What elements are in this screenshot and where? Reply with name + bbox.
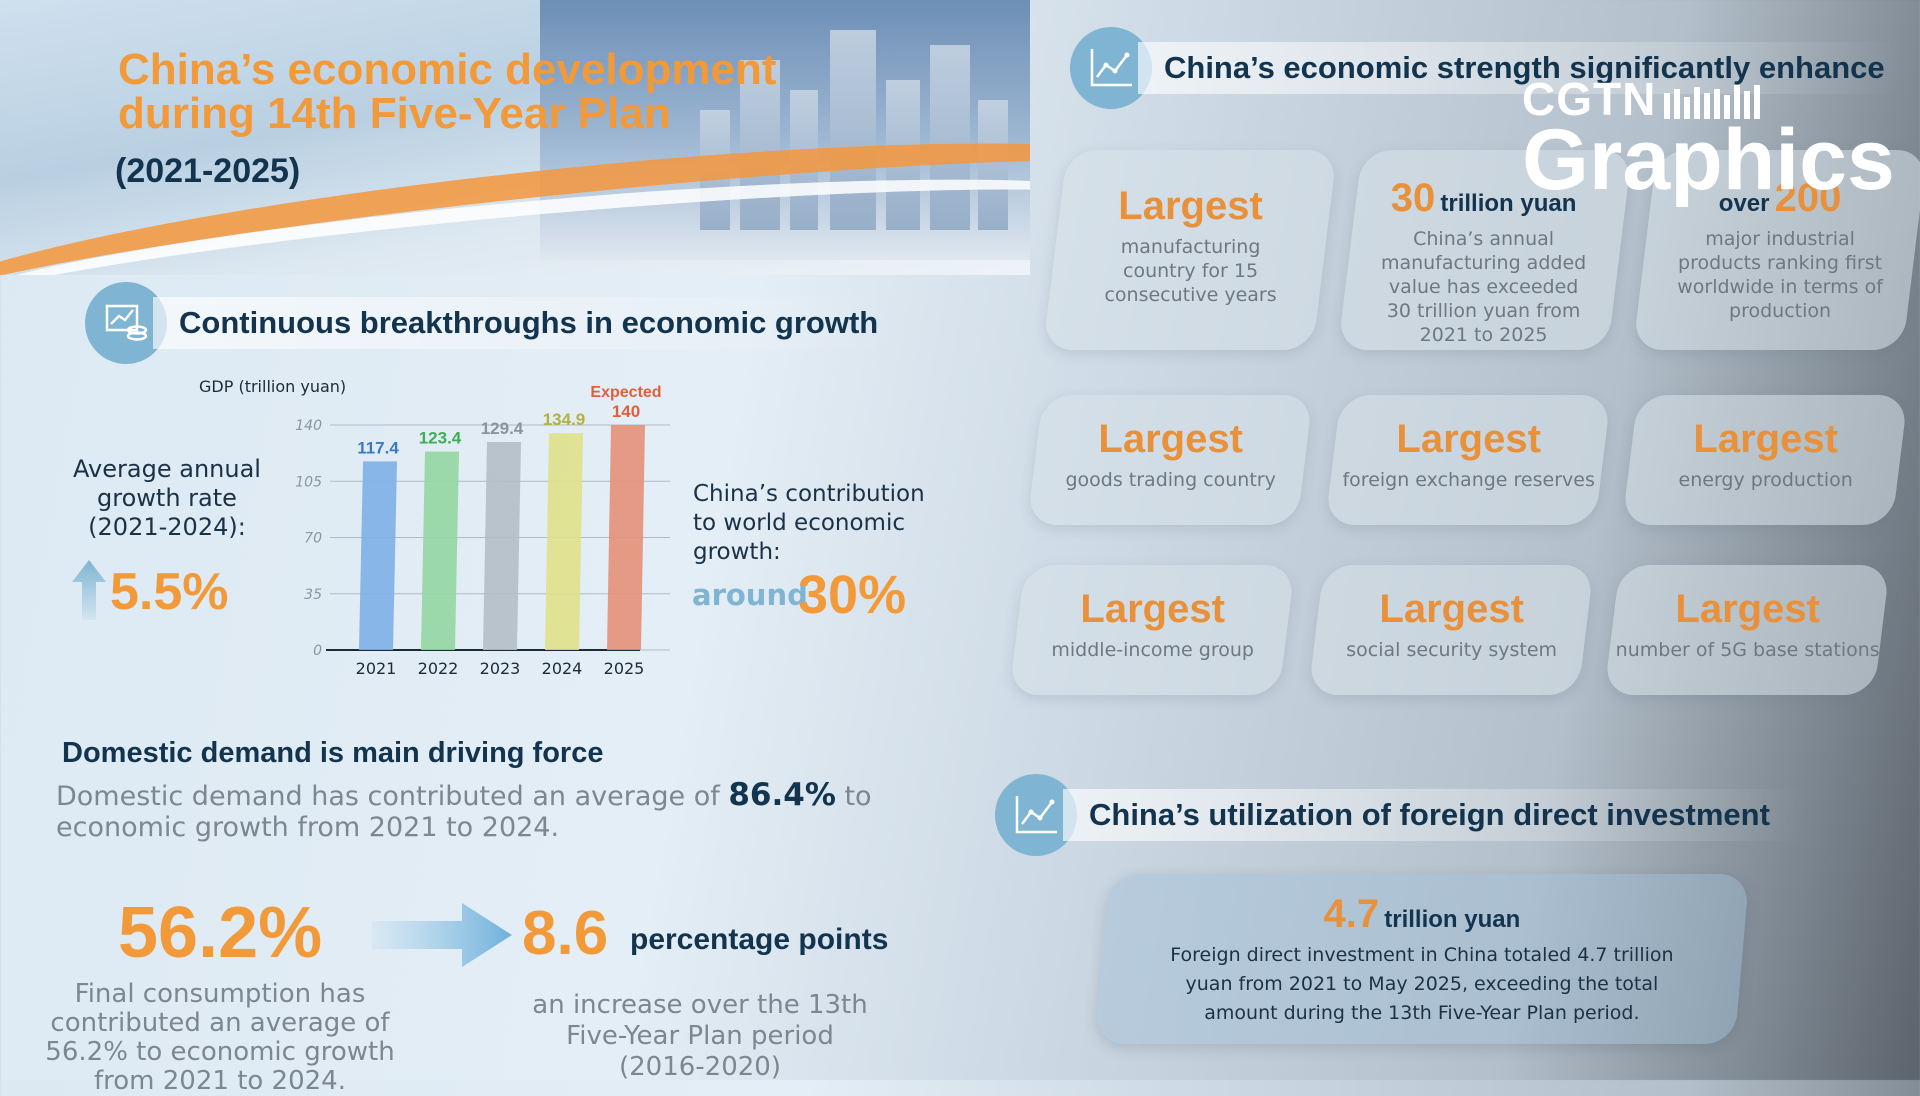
card-text: social security system [1346,639,1558,661]
increase-unit: percentage points [630,923,889,956]
card-headline: Largest [1675,587,1820,631]
x-tick-label: 2024 [542,659,583,678]
y-tick-label: 105 [295,474,322,490]
hero-building [930,45,970,230]
dd-text-value: 86.4% [728,777,836,813]
x-tick-label: 2025 [604,659,645,678]
arrow-up-icon [72,560,106,620]
card-text: China’s annual manufacturing added value… [1380,228,1587,346]
hero-building [790,90,818,230]
increase-text: an increase over the 13th Five-Year Plan… [532,990,868,1082]
card-headline: Largest [1379,587,1524,631]
strength-card: Largest goods trading country [1027,395,1313,525]
bar [483,442,521,650]
card-headline: Largest [1098,417,1243,461]
bar [607,425,645,650]
bar [359,461,397,650]
bar [421,451,459,650]
strength-card: Largest foreign exchange reserves [1325,395,1611,525]
annotation-label: Expected [590,385,661,401]
card-text: number of 5G base stations [1615,639,1880,661]
logo-line-1: CGTN [1522,73,1657,125]
increase-value: 8.6 [522,899,609,968]
card-headline: Largest [1693,417,1838,461]
logo-line-2: Graphics [1522,112,1895,208]
final-consumption-text: Final consumption has contributed an ave… [45,979,395,1096]
hero-building [978,100,1008,230]
hero-building [740,60,780,230]
card-text: middle-income group [1051,639,1254,661]
world-contribution-value: 30% [798,565,907,625]
title-line-2: during 14th Five-Year Plan [118,89,671,138]
section-header-growth: Continuous breakthroughs in economic gro… [85,282,899,364]
dd-text-after: to economic growth from 2021 to 2024. [56,781,872,843]
final-consumption-value: 56.2% [118,893,323,973]
card-number: 30 [1390,176,1436,220]
hero-building [830,30,876,230]
strength-card: Largest number of 5G base stations [1604,565,1890,695]
page-period: (2021-2025) [115,152,301,190]
strength-card: Largest energy production [1622,395,1908,525]
hero-building [886,80,920,230]
title-line-1: China’s economic development [118,45,777,94]
section-title-strength: China’s economic strength significantly … [1138,42,1905,94]
logo-bars-icon [1664,79,1761,119]
cgtn-graphics-logo: CGTN Graphics [1522,72,1895,208]
section-title-fdi: China’s utilization of foreign direct in… [1063,789,1810,841]
card-text: manufacturing country for 15 consecutive… [1104,236,1277,306]
card-text: energy production [1678,469,1853,491]
fdi-card: 4.7 trillion yuan Foreign direct investm… [1094,874,1750,1044]
card-text: major industrial products ranking first … [1677,228,1883,322]
card-headline: Largest [1396,417,1541,461]
card-headline: Largest [1118,184,1263,228]
x-tick-label: 2021 [356,659,397,678]
domestic-demand-title: Domestic demand is main driving force [62,737,604,769]
y-tick-label: 35 [304,587,322,603]
x-tick-label: 2022 [418,659,459,678]
avg-growth-label: Average annual growth rate (2021-2024): [73,455,261,541]
data-label: 123.4 [419,429,462,448]
avg-growth-value: 5.5% [110,563,229,621]
arrow-right-icon [372,903,512,967]
data-label: 117.4 [357,438,399,457]
y-tick-label: 70 [304,531,322,547]
y-tick-label: 140 [295,418,322,434]
y-tick-label: 0 [313,643,322,659]
data-label: 140 [612,402,640,421]
strength-card: Largest middle-income group [1009,565,1295,695]
data-label: 134.9 [543,410,586,429]
hero-banner [0,0,1030,275]
dd-text-before: Domestic demand has contributed an avera… [56,781,729,812]
gdp-axis-label: GDP (trillion yuan) [199,377,347,396]
card-headline: Largest [1080,587,1225,631]
data-label: 129.4 [481,419,524,438]
fdi-text: Foreign direct investment in China total… [1170,944,1674,1024]
section-header-strength: China’s economic strength significantly … [1070,27,1905,109]
card-text: foreign exchange reserves [1342,469,1595,491]
world-contribution-label: China’s contribution to world economic g… [693,481,925,565]
bar [545,433,583,650]
fdi-unit: trillion yuan [1384,906,1521,933]
gdp-bar-chart: 0 35 70 105 140 117.4 2021 123.4 2022 129.4 2023 13… [295,385,670,678]
strength-card: Largest manufacturing country for 15 con… [1042,150,1338,350]
fdi-number: 4.7 [1323,892,1380,936]
hero-building [700,110,730,230]
section-header-fdi: China’s utilization of foreign direct in… [995,774,1810,856]
world-contribution-prefix: around [692,578,808,612]
x-tick-label: 2023 [480,659,521,678]
domestic-demand-text: Domestic demand has contributed an avera… [56,777,956,844]
section-title-growth: Continuous breakthroughs in economic gro… [153,297,899,349]
card-text: goods trading country [1065,469,1276,491]
page-title: China’s economic development during 14th… [118,48,777,136]
strength-card: Largest social security system [1308,565,1594,695]
